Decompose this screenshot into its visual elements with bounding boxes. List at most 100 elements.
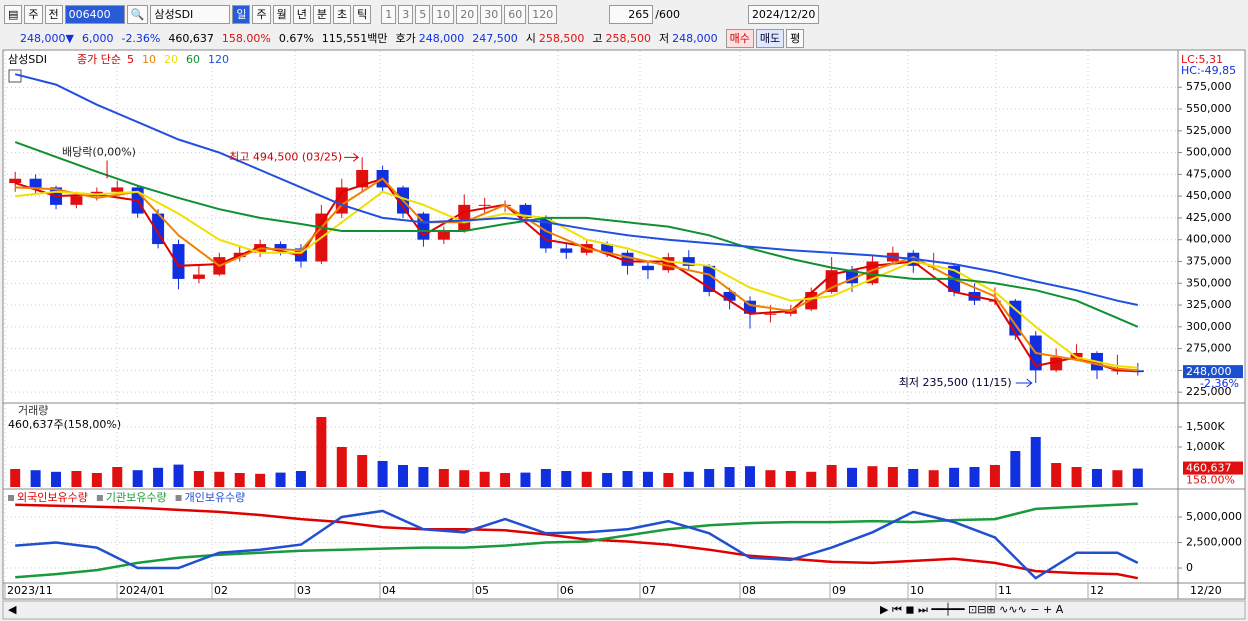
x-tick-label: 2024/01 [119,584,165,597]
x-tick-label: 05 [475,584,489,597]
arrow [1015,378,1033,388]
volume-bar [336,447,347,487]
volume-bar [1051,463,1062,487]
volume-bar [91,473,102,487]
ma-line [14,177,1138,373]
candle-body [560,248,573,253]
volume-bar [561,471,572,487]
y-tick-label: 5,000,000 [1186,510,1242,523]
last-volume-rate: 158.00% [1186,474,1235,487]
toolbar-button[interactable]: 일 [232,4,251,24]
volume-bar [847,467,858,487]
toolbar-button[interactable]: 120 [528,4,558,24]
volume-bar [214,471,225,487]
toolbar-button[interactable]: 틱 [353,4,372,24]
ma-line [15,190,1138,369]
avg-button[interactable]: 평 [786,28,805,48]
open: 258,500 [538,31,585,45]
volume-bar [377,461,388,487]
x-tick-label: 04 [382,584,396,597]
stock-name: 삼성SDI [8,53,47,66]
candle-body [70,196,83,205]
volume-bar [581,471,592,487]
x-tick-label: 12 [1090,584,1104,597]
series-line [15,502,1138,579]
legend-entry: 20 [164,53,178,66]
volume-bar [1112,470,1123,487]
ma-label: 종가 단순 [77,53,121,66]
count[interactable]: 265 [609,4,654,24]
toolbar-button[interactable]: 초 [332,4,352,24]
y-tick-label: 425,000 [1186,211,1232,224]
x-tick-label: 2023/11 [7,584,53,597]
toolbar-button[interactable]: 30 [480,4,503,24]
y-tick-label: 400,000 [1186,233,1232,246]
volume-bar [132,470,143,487]
volume-bar [275,472,286,487]
label: 시 [525,32,536,45]
sell-button[interactable]: 매도 [755,28,785,48]
legend-entry: 60 [186,53,200,66]
volume-bar [806,471,817,487]
code-input[interactable]: 006400 [64,4,125,24]
toolbar-button[interactable]: 20 [456,4,479,24]
mode[interactable]: 주 [24,4,43,24]
volume-bar [785,471,796,487]
date[interactable]: 2024/12/20 [747,4,820,24]
buy-button[interactable]: 매수 [725,28,754,48]
y-tick-label: 1,500K [1186,420,1225,433]
label: 저 [659,32,670,45]
y-tick-label: 300,000 [1186,320,1232,333]
last-volume-label: 460,637 [1186,462,1232,475]
ma-line [15,177,1138,372]
ma-line [14,73,1139,306]
y-tick-label: 525,000 [1186,124,1232,137]
y-tick-label: 225,000 [1186,385,1232,398]
toolbar-button[interactable]: 년 [292,4,311,24]
volume-bar [887,467,898,487]
toolbar-button[interactable]: 10 [432,4,455,24]
legend-swatch [8,495,14,501]
volume-bar [71,471,82,487]
mode[interactable]: 전 [44,4,63,24]
volume-title: 거래량 [18,404,48,417]
toolbar-button[interactable]: 60 [504,4,527,24]
scroll-buttons[interactable]: ▶ ⏮ ◼ ⏭ ━━┿━━ ⊡⊟⊞ ∿∿∿ − + A [880,602,1064,616]
stock-name[interactable]: 삼성SDI [150,4,231,24]
volume-bar [153,467,164,487]
legend-entry: 외국인보유수량 [17,491,88,504]
x-tick-label: 11 [998,584,1012,597]
toolbar-button[interactable]: 1 [381,4,397,24]
toolbar-button[interactable]: 3 [398,4,414,24]
y-tick-label: 500,000 [1186,146,1232,159]
scrollbar[interactable] [2,600,1246,620]
y-tick-label: 0 [1186,561,1193,574]
last-volume-box [1183,461,1243,475]
scroll-left[interactable]: ◀ [8,603,17,616]
candle-body [764,313,777,315]
toolbar-button[interactable]: 분 [312,4,331,24]
lc-label: LC:5,31 [1181,53,1223,66]
volume-bar [867,466,878,487]
low: 248,000 [672,31,718,45]
volume-bar [1071,467,1082,487]
toolbar-button[interactable]: 주 [252,4,271,24]
volume-bar [438,469,449,487]
menu-icon[interactable]: ▤ [4,4,23,24]
annotation: 최저 235,500 (11/15) [899,376,1012,389]
toolbar-button[interactable]: 월 [272,4,291,24]
price: 248,000 [20,31,66,45]
candle-body [274,244,287,249]
y-tick-label: 550,000 [1186,102,1232,115]
search[interactable]: 🔍 [126,4,149,24]
volume-bar [255,473,266,487]
arrow: ▼ [65,31,74,45]
series-line [15,509,1139,580]
candle-body [723,291,736,301]
toolbar-button[interactable]: 5 [415,4,431,24]
y-tick-label: 1,000K [1186,440,1225,453]
volume-bar [316,417,327,487]
volume-subtitle: 460,637주(158,00%) [8,418,121,431]
label: 고 [592,32,603,45]
